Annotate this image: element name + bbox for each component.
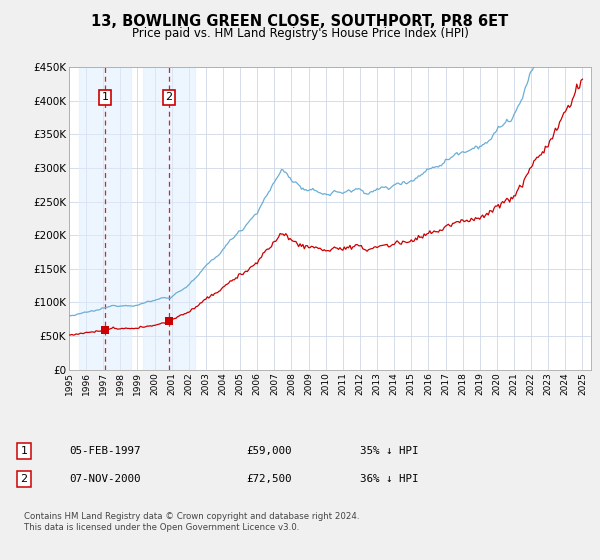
Text: £72,500: £72,500 bbox=[246, 474, 292, 484]
Text: 05-FEB-1997: 05-FEB-1997 bbox=[69, 446, 140, 456]
Text: 1: 1 bbox=[20, 446, 28, 456]
Text: 1: 1 bbox=[101, 92, 109, 102]
Text: Contains HM Land Registry data © Crown copyright and database right 2024.
This d: Contains HM Land Registry data © Crown c… bbox=[24, 512, 359, 532]
Bar bbox=[143, 67, 195, 370]
Bar bbox=[79, 67, 131, 370]
Text: Price paid vs. HM Land Registry's House Price Index (HPI): Price paid vs. HM Land Registry's House … bbox=[131, 27, 469, 40]
Text: 2: 2 bbox=[20, 474, 28, 484]
Text: 36% ↓ HPI: 36% ↓ HPI bbox=[360, 474, 419, 484]
Text: 2: 2 bbox=[166, 92, 173, 102]
Text: £59,000: £59,000 bbox=[246, 446, 292, 456]
Text: 13, BOWLING GREEN CLOSE, SOUTHPORT, PR8 6ET: 13, BOWLING GREEN CLOSE, SOUTHPORT, PR8 … bbox=[91, 14, 509, 29]
Text: 07-NOV-2000: 07-NOV-2000 bbox=[69, 474, 140, 484]
Text: 35% ↓ HPI: 35% ↓ HPI bbox=[360, 446, 419, 456]
